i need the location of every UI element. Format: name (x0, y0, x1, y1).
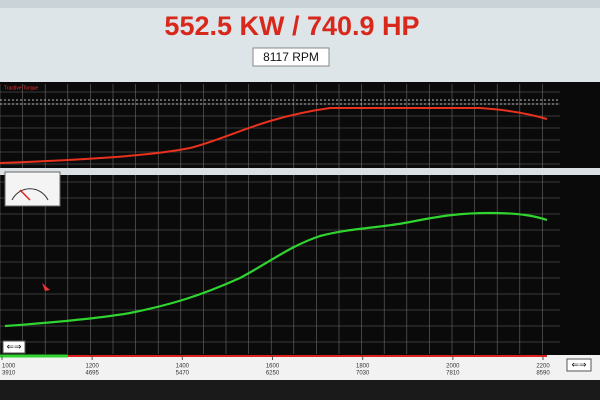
power-readout: 552.5 KW / 740.9 HP (164, 11, 419, 41)
rpm-readout: 8117 RPM (263, 50, 319, 64)
scroll-right[interactable] (566, 358, 592, 372)
x-tick-sublabel: 4695 (85, 371, 99, 377)
monitor-bezel (0, 380, 600, 400)
cursor (42, 283, 50, 291)
x-tick-sublabel: 6250 (266, 371, 280, 377)
x-tick-label: 1200 (85, 364, 99, 370)
tab-strip (0, 0, 600, 8)
gauge-arc (11, 188, 49, 201)
scroll-left-icon[interactable]: ⇐⇒ (6, 341, 22, 351)
panel-label: Tractive Torque (4, 85, 38, 91)
torque-curve (0, 107, 548, 164)
x-tick-sublabel: 5470 (176, 371, 190, 377)
rpm-box (252, 47, 330, 67)
x-tick-sublabel: 8590 (536, 371, 550, 377)
axis-strip (0, 355, 600, 380)
chart-area (0, 82, 600, 358)
scroll-right-icon[interactable]: ⇐⇒ (571, 359, 587, 369)
scroll-left[interactable] (2, 340, 26, 354)
x-tick-sublabel: 7030 (356, 371, 370, 377)
x-tick-label: 1400 (176, 364, 190, 370)
x-tick-label: 2000 (446, 364, 460, 370)
x-tick-label: 2200 (536, 364, 550, 370)
x-tick-label: 1600 (266, 364, 280, 370)
gauge-needle (19, 189, 31, 201)
x-tick-sublabel: 7810 (446, 371, 460, 377)
x-tick-label: 1800 (356, 364, 370, 370)
x-tick-sublabel: 3910 (2, 371, 16, 377)
power-curve (4, 211, 548, 328)
grid (0, 84, 560, 354)
panel-divider (0, 168, 600, 175)
x-tick-label: 1000 (2, 364, 16, 370)
